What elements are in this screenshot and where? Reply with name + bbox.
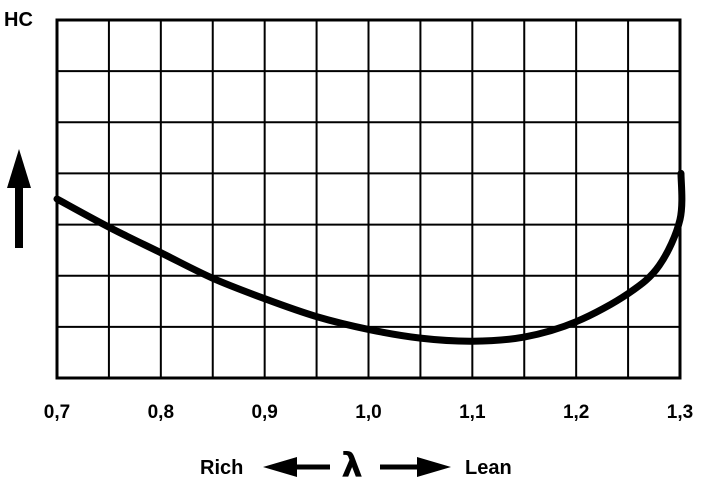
grid [55,18,682,380]
x-tick-label: 0,9 [251,402,277,423]
x-tick-label: 1,0 [355,402,381,423]
right-arrow-icon [380,457,451,477]
left-arrow-icon [263,457,330,477]
rich-label: Rich [200,457,243,479]
x-tick-label: 0,7 [44,402,70,423]
x-tick-label: 1,3 [667,402,693,423]
x-tick-label: 1,2 [563,402,589,423]
up-arrow-icon [7,149,31,248]
y-axis-label: HC [4,9,33,31]
lean-label: Lean [465,457,512,479]
x-tick-label: 1,1 [459,402,486,423]
hc-curve [53,169,686,345]
lambda-symbol: λ [341,446,363,486]
x-tick-label: 0,8 [148,402,174,423]
x-axis-label: Rich λ Lean [200,446,512,486]
x-tick-labels: 0,7 0,8 0,9 1,0 1,1 1,2 1,3 [44,402,693,423]
curve-layer [53,169,686,345]
